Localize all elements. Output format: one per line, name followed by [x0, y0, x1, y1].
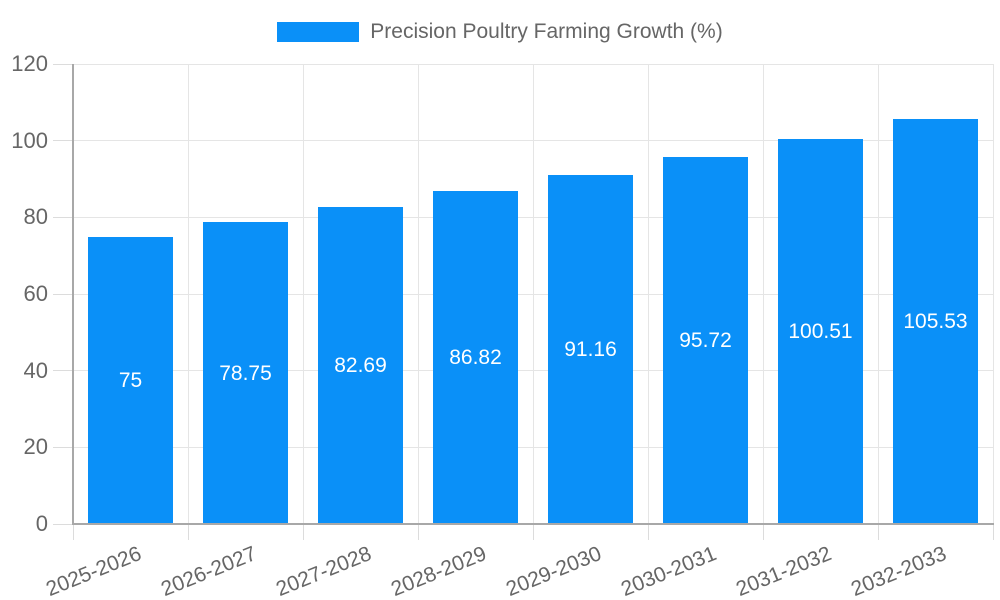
chart-legend[interactable]: Precision Poultry Farming Growth (%) [0, 21, 1000, 43]
y-axis-tick-label: 20 [23, 434, 48, 460]
x-gridline [417, 64, 419, 524]
x-axis-tick [647, 524, 649, 540]
x-axis-tick-label: 2027-2028 [273, 542, 375, 600]
x-axis-tick-label: 2025-2026 [43, 542, 145, 600]
y-axis-tick-label: 40 [23, 357, 48, 383]
y-axis-tick-label: 100 [11, 127, 48, 153]
y-axis-tick [53, 446, 73, 448]
x-axis-tick-label: 2032-2033 [848, 542, 950, 600]
y-axis-tick [53, 523, 73, 525]
x-gridline [762, 64, 764, 524]
x-axis-tick-label: 2026-2027 [158, 542, 260, 600]
bar: 95.72 [663, 157, 748, 524]
x-gridline [992, 64, 994, 524]
y-axis-line [72, 64, 74, 525]
x-gridline [302, 64, 304, 524]
x-axis-line [72, 523, 994, 525]
bar: 100.51 [778, 138, 863, 524]
x-axis-tick [762, 524, 764, 540]
y-axis-tick-label: 80 [23, 204, 48, 230]
x-axis-tick [417, 524, 419, 540]
x-gridline [877, 64, 879, 524]
legend-series-label: Precision Poultry Farming Growth (%) [370, 20, 723, 43]
x-axis-tick [992, 524, 994, 540]
x-axis-tick-label: 2029-2030 [503, 542, 605, 600]
y-axis-tick [53, 293, 73, 295]
x-axis-tick [187, 524, 189, 540]
legend-color-swatch [277, 22, 360, 42]
x-axis-tick-label: 2028-2029 [388, 542, 490, 600]
x-axis-tick [302, 524, 304, 540]
x-axis-tick [72, 524, 74, 540]
bar-value-label: 100.51 [788, 319, 853, 343]
bar: 91.16 [548, 174, 633, 524]
x-gridline [532, 64, 534, 524]
bar: 78.75 [203, 222, 288, 524]
x-axis-tick [877, 524, 879, 540]
y-axis-tick [53, 216, 73, 218]
y-axis-tick [53, 140, 73, 142]
y-axis-tick [53, 370, 73, 372]
bar-value-label: 95.72 [679, 329, 732, 353]
y-axis-tick [53, 63, 73, 65]
bar-value-label: 82.69 [334, 354, 387, 377]
bar: 75 [88, 236, 173, 524]
bar-value-label: 86.82 [449, 346, 502, 370]
x-gridline [647, 64, 649, 524]
bar-value-label: 91.16 [564, 337, 617, 361]
x-axis-tick-label: 2031-2032 [733, 542, 835, 600]
x-axis-tick-label: 2030-2031 [618, 542, 720, 600]
bar-value-label: 78.75 [219, 361, 272, 385]
x-axis-tick [532, 524, 534, 540]
y-axis-tick-label: 0 [35, 511, 48, 536]
bar: 105.53 [893, 119, 978, 524]
y-axis-tick-label: 60 [23, 281, 48, 306]
y-axis-tick-label: 120 [11, 51, 48, 76]
bar-value-label: 105.53 [903, 310, 968, 334]
x-gridline [187, 64, 189, 524]
bar: 82.69 [318, 207, 403, 524]
bar: 86.82 [433, 191, 518, 524]
bar-value-label: 75 [118, 368, 143, 392]
